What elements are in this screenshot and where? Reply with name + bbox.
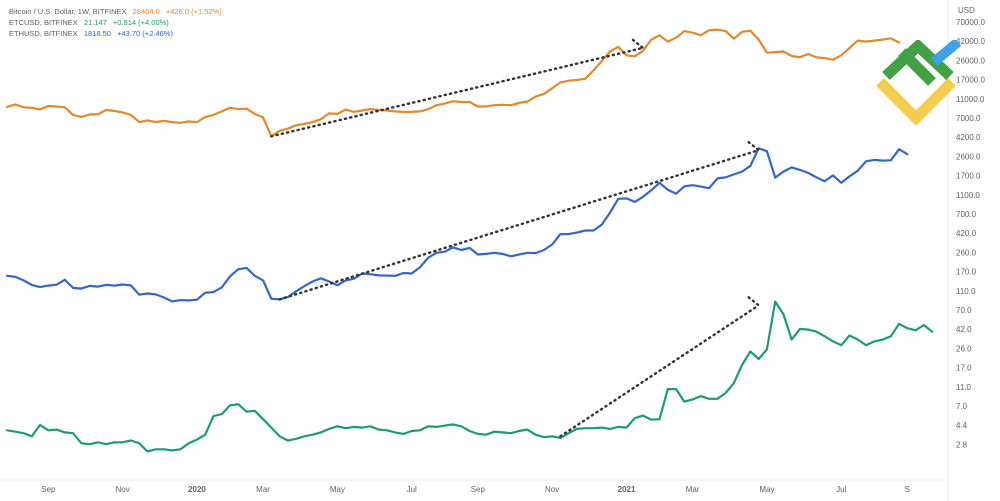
x-tick-label: May — [330, 485, 345, 494]
axes: USD — [0, 0, 975, 501]
trend-line-btc — [270, 46, 645, 138]
legend-change-btc: +426.0 (+1.52%) — [165, 7, 222, 16]
x-tick-label: 2020 — [188, 485, 206, 494]
legend-label-etc: ETCUSD, BITFINEX — [9, 18, 78, 27]
y-tick-label: 1700.0 — [956, 172, 981, 181]
legend-label-btc: Bitcoin / U.S. Dollar, 1W, BITFINEX — [9, 7, 127, 16]
legend-change-etc: +0.814 (+4.00%) — [112, 18, 169, 27]
y-tick-label: 17000.0 — [956, 76, 985, 85]
trend-tip-etc — [747, 296, 760, 307]
series-line-etc — [5, 300, 934, 453]
legend-label-eth: ETHUSD, BITFINEX — [9, 29, 78, 38]
y-tick-label: 26.0 — [956, 344, 972, 353]
legend-value-btc: 28404.0 — [132, 7, 160, 16]
y-axis-ticks: 70000.0 42000.0 26000.0 17000.0 11000.0 7000.… — [956, 18, 985, 449]
y-tick-label: 7000.0 — [956, 114, 981, 123]
y-axis-unit: USD — [958, 6, 975, 15]
x-tick-label: Sep — [471, 485, 486, 494]
series-line-eth — [5, 147, 909, 303]
x-tick-label: Nov — [116, 485, 130, 494]
chart-legend: Bitcoin / U.S. Dollar, 1W, BITFINEX 2840… — [9, 6, 226, 39]
x-tick-label: Jul — [407, 485, 417, 494]
x-tick-label: S — [905, 485, 910, 494]
x-tick-label: 2021 — [618, 485, 636, 494]
legend-value-eth: 1818.50 — [83, 29, 111, 38]
y-tick-label: 420.0 — [956, 229, 977, 238]
y-tick-label: 70000.0 — [956, 18, 985, 27]
litefinance-logo-icon — [876, 40, 962, 126]
trend-line-etc — [559, 304, 760, 438]
x-tick-label: Mar — [256, 485, 270, 494]
y-tick-label: 7.0 — [956, 402, 968, 411]
x-tick-label: May — [759, 485, 774, 494]
x-tick-label: Jul — [836, 485, 846, 494]
legend-row-btc: Bitcoin / U.S. Dollar, 1W, BITFINEX 2840… — [9, 6, 226, 17]
y-tick-label: 26000.0 — [956, 56, 985, 65]
y-tick-label: 2600.0 — [956, 152, 981, 161]
legend-change-eth: +43.70 (+2.46%) — [117, 29, 173, 38]
y-tick-label: 11.0 — [956, 383, 972, 392]
legend-row-etc: ETCUSD, BITFINEX 21.147 +0.814 (+4.00%) — [9, 17, 226, 28]
y-tick-label: 42.0 — [956, 325, 972, 334]
y-tick-label: 11000.0 — [956, 95, 985, 104]
x-axis-ticks: Sep Nov 2020 Mar May Jul Sep Nov 2021 Mar May Jul S — [41, 485, 910, 494]
y-tick-label: 4200.0 — [956, 133, 981, 142]
y-tick-label: 42000.0 — [956, 37, 985, 46]
x-tick-label: Mar — [686, 485, 700, 494]
x-tick-label: Nov — [545, 485, 559, 494]
y-tick-label: 260.0 — [956, 248, 977, 257]
y-tick-label: 700.0 — [956, 210, 977, 219]
trend-tip-btc — [631, 38, 645, 50]
y-tick-label: 4.4 — [956, 421, 968, 430]
y-tick-label: 170.0 — [956, 268, 977, 277]
series-line-btc — [5, 28, 901, 138]
trend-line-eth — [278, 148, 760, 301]
y-tick-label: 2.8 — [956, 440, 968, 449]
y-tick-label: 1100.0 — [956, 191, 980, 200]
legend-value-etc: 21.147 — [83, 18, 107, 27]
y-tick-label: 17.0 — [956, 364, 972, 373]
series-lines — [5, 28, 934, 453]
y-tick-label: 110.0 — [956, 287, 976, 296]
x-tick-label: Sep — [41, 485, 56, 494]
y-tick-label: 70.0 — [956, 306, 972, 315]
trend-tip-eth — [747, 140, 760, 152]
legend-row-eth: ETHUSD, BITFINEX 1818.50 +43.70 (+2.46%) — [9, 28, 226, 39]
trend-annotations — [270, 38, 760, 438]
